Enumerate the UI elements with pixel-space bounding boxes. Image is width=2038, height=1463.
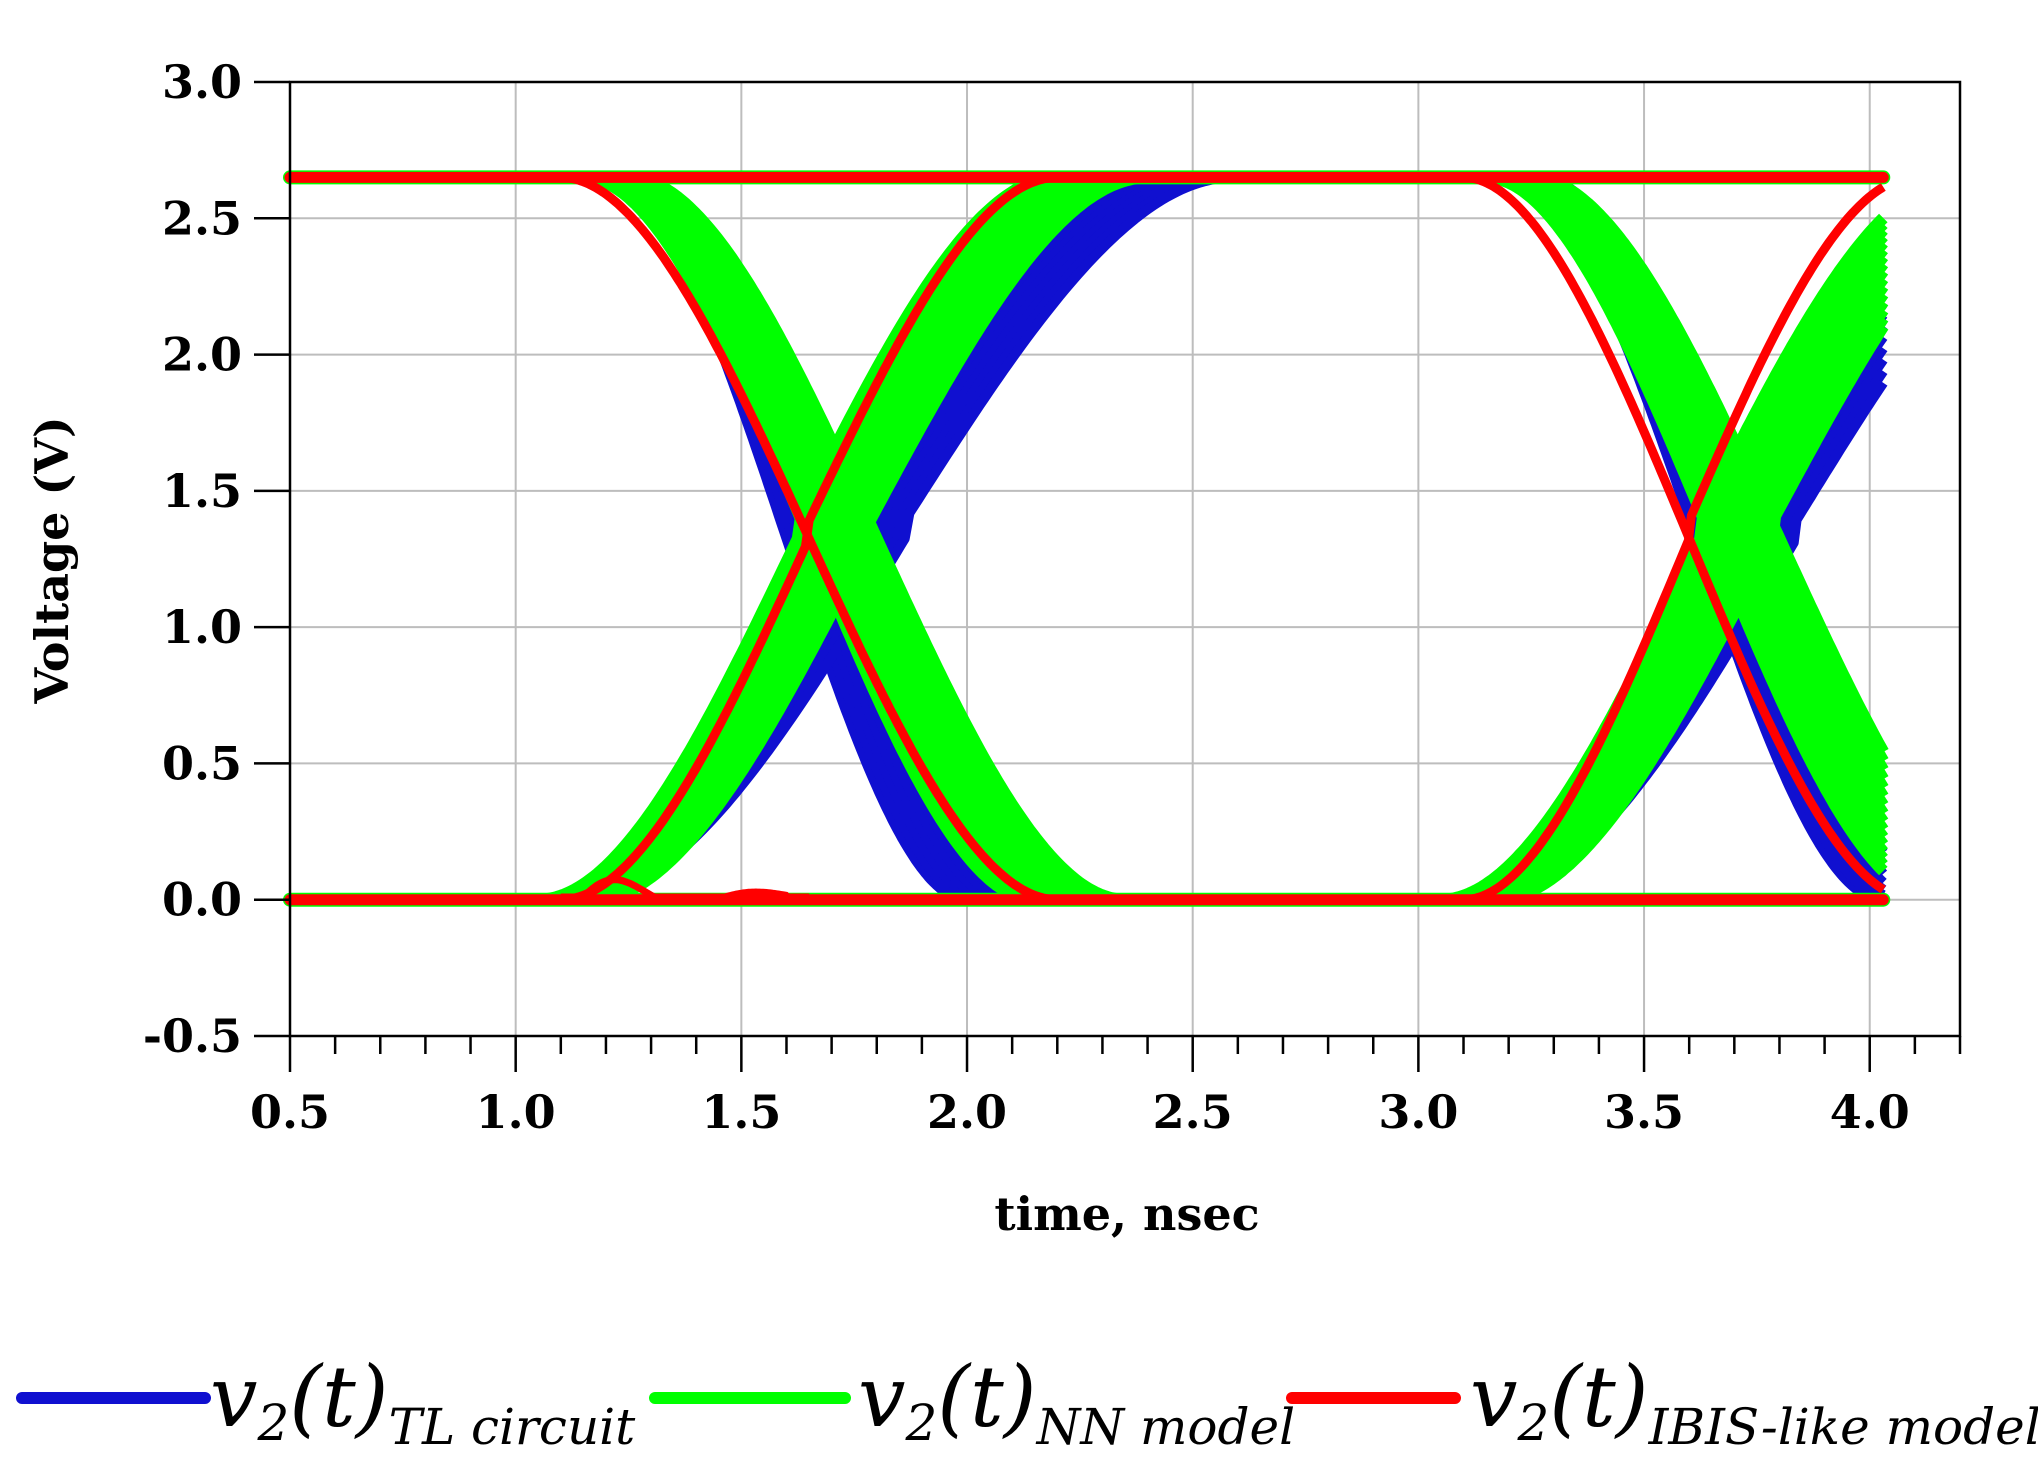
x-tick-label: 0.5 [250, 1085, 330, 1139]
x-tick-label: 1.0 [476, 1085, 556, 1139]
ticks [254, 80, 1962, 1072]
x-tick-label: 3.0 [1378, 1085, 1458, 1139]
x-tick-label: 2.5 [1153, 1085, 1233, 1139]
transition-trace [1462, 183, 1886, 905]
legend-entry-ibis-like-model: v2(t)IBIS-like model [1286, 1348, 2038, 1456]
legend-subscript-index: 2 [1516, 1394, 1549, 1452]
x-tick-label: 1.5 [701, 1085, 781, 1139]
legend: v2(t)TL circuit v2(t)NN model v2(t)IBIS-li… [16, 1348, 2038, 1456]
transition-trace [1462, 172, 1886, 894]
legend-subscript-index: 2 [256, 1394, 289, 1452]
legend-label: v2(t)NN model [858, 1348, 1295, 1456]
transition-trace [1491, 323, 1889, 906]
x-tick-label: 4.0 [1830, 1085, 1910, 1139]
legend-subscript-name: IBIS-like model [1648, 1398, 2038, 1456]
x-tick-label: 2.0 [927, 1085, 1007, 1139]
legend-argument: (t) [937, 1348, 1036, 1446]
y-tick-label: 3.0 [162, 55, 242, 109]
transition-trace [559, 172, 1059, 905]
legend-subscript-name: TL circuit [389, 1398, 637, 1456]
x-tick-label: 3.5 [1604, 1085, 1684, 1139]
legend-label: v2(t)IBIS-like model [1470, 1348, 2038, 1456]
legend-symbol: v [858, 1348, 905, 1446]
y-tick-label: 0.0 [162, 873, 242, 927]
y-tick-label: 1.5 [162, 464, 242, 518]
legend-symbol: v [210, 1348, 257, 1446]
x-axis-title: time, nsec [994, 1187, 1259, 1241]
y-axis-title: Voltage (V) [25, 416, 79, 704]
legend-symbol: v [1470, 1348, 1517, 1446]
legend-argument: (t) [289, 1348, 388, 1446]
legend-entry-nn-model: v2(t)NN model [649, 1348, 1295, 1456]
plot-frame [288, 80, 1962, 1038]
legend-label: v2(t)TL circuit [210, 1348, 636, 1456]
transition-trace [590, 171, 1150, 906]
series-ibis-like-model [284, 171, 1889, 906]
legend-subscript-index: 2 [904, 1394, 937, 1452]
transition-trace [1527, 171, 1889, 755]
tick-labels: -0.5 0.0 0.5 1.0 1.5 2.0 2.5 3.0 0.5 1.0 1.5 2.0 2.5… [143, 55, 1910, 1139]
legend-subscript-name: NN model [1036, 1398, 1296, 1456]
y-tick-label: 0.5 [162, 736, 242, 790]
y-tick-label: 1.0 [162, 600, 242, 654]
plot-border [288, 80, 1962, 1038]
legend-argument: (t) [1549, 1348, 1648, 1446]
y-tick-label: -0.5 [143, 1009, 242, 1063]
y-tick-label: 2.0 [162, 328, 242, 382]
series-layer [283, 170, 1891, 907]
y-tick-label: 2.5 [162, 191, 242, 245]
transition-trace [626, 171, 1128, 906]
low-rail-ringing [560, 876, 810, 901]
legend-entry-tl-circuit: v2(t)TL circuit [16, 1348, 636, 1456]
